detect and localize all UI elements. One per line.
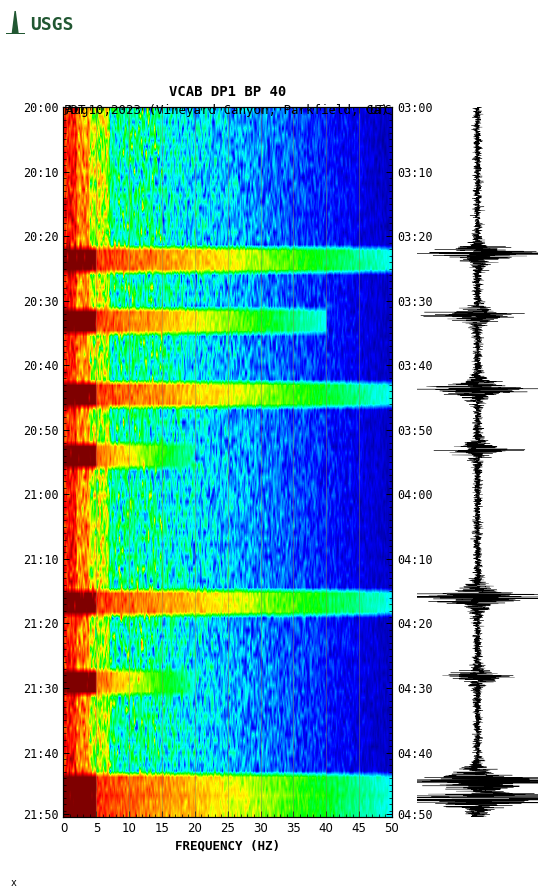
Polygon shape xyxy=(6,11,25,34)
Text: UTC: UTC xyxy=(369,104,392,117)
Text: VCAB DP1 BP 40: VCAB DP1 BP 40 xyxy=(169,85,286,99)
Text: PDT: PDT xyxy=(63,104,86,117)
Text: x: x xyxy=(11,878,17,888)
Text: USGS: USGS xyxy=(30,16,74,34)
Text: Aug10,2023 (Vineyard Canyon, Parkfield, Ca): Aug10,2023 (Vineyard Canyon, Parkfield, … xyxy=(66,104,389,117)
X-axis label: FREQUENCY (HZ): FREQUENCY (HZ) xyxy=(175,839,280,852)
